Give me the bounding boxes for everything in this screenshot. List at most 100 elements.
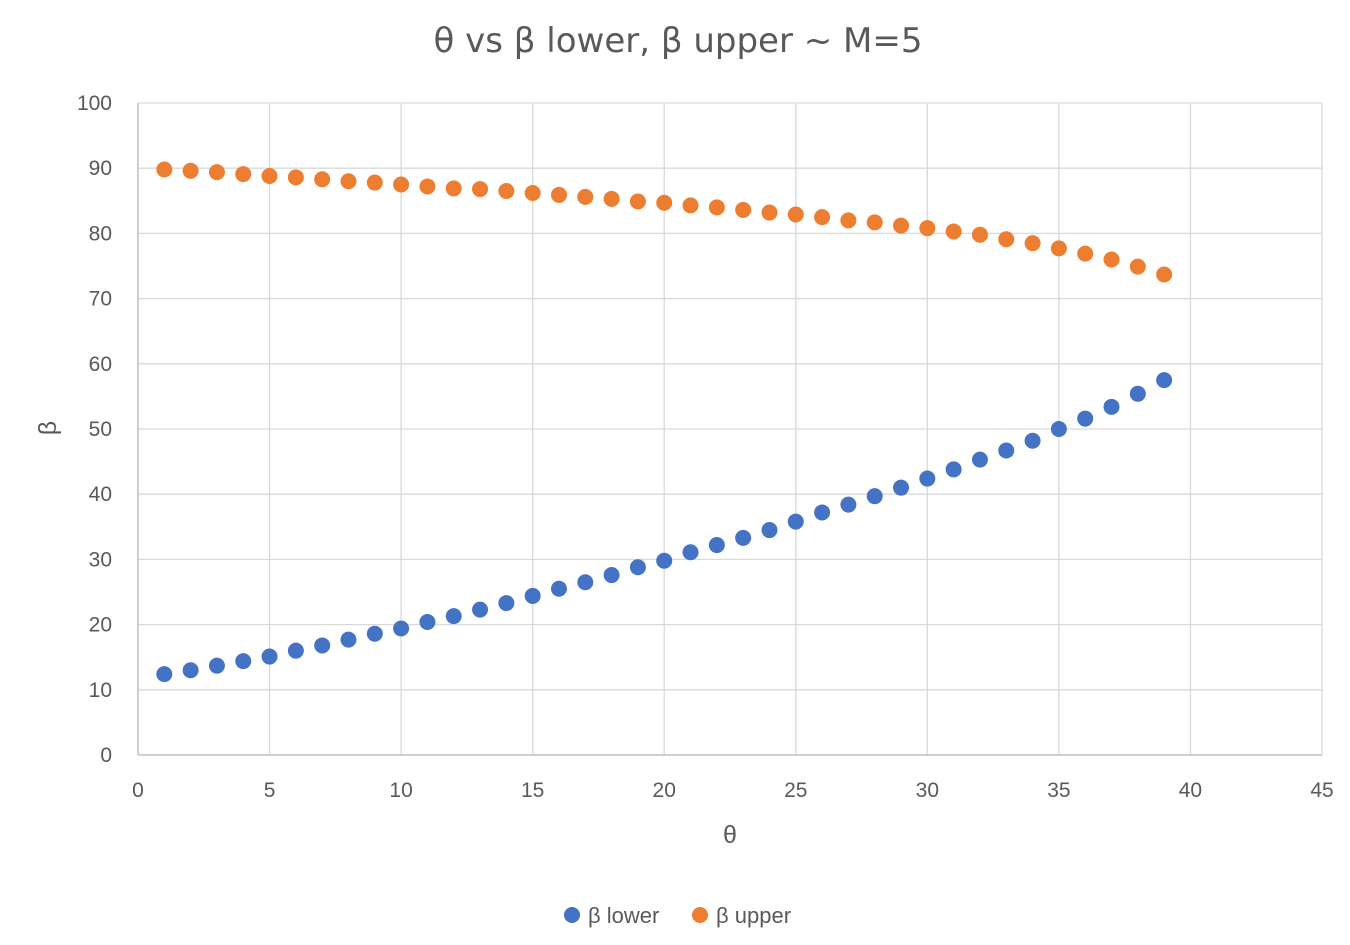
data-point (840, 212, 857, 229)
data-point (893, 479, 910, 496)
x-tick-label: 25 (784, 779, 807, 802)
legend-marker (564, 907, 580, 923)
data-point (971, 451, 988, 468)
data-point (419, 178, 436, 195)
axes (137, 103, 1322, 756)
data-point (182, 662, 199, 679)
data-point (1050, 240, 1067, 257)
data-point (629, 559, 646, 576)
data-point (498, 183, 515, 200)
y-tick-label: 90 (89, 157, 112, 180)
data-point (419, 613, 436, 630)
data-point (945, 223, 962, 240)
data-point (919, 220, 936, 237)
data-point (550, 186, 567, 203)
data-point (182, 162, 199, 179)
tick-labels: 0 10 20 30 40 50 60 70 80 90 100 0 5 10 15 20 25 30 35 40 45 (77, 92, 1334, 802)
x-tick-label: 20 (653, 779, 676, 802)
data-point (524, 587, 541, 604)
data-point (1050, 421, 1067, 437)
data-point (603, 190, 620, 207)
legend-label: β lower (588, 903, 659, 928)
data-point (156, 666, 173, 683)
legend-marker (692, 907, 708, 923)
data-point (998, 442, 1015, 459)
data-point (235, 166, 252, 183)
data-point (893, 217, 910, 234)
data-point (393, 620, 410, 637)
x-tick-label: 30 (916, 779, 939, 802)
data-point (1024, 235, 1041, 252)
y-tick-label: 60 (89, 353, 112, 376)
data-point (498, 595, 515, 612)
data-point (735, 529, 752, 546)
x-tick-label: 40 (1179, 779, 1202, 802)
data-point (682, 544, 699, 561)
data-point (787, 513, 804, 530)
data-point (445, 180, 462, 197)
y-tick-label: 100 (77, 92, 112, 115)
data-point (577, 188, 594, 205)
series-beta-upper (156, 161, 1173, 283)
y-tick-label: 40 (89, 483, 112, 506)
legend-label: β upper (716, 903, 791, 928)
data-point (629, 193, 646, 210)
data-point (340, 631, 357, 648)
data-point (314, 637, 331, 654)
data-point (1129, 258, 1146, 275)
data-point (577, 574, 594, 591)
data-point (761, 204, 778, 221)
y-tick-label: 10 (89, 679, 112, 702)
data-point (919, 470, 936, 487)
data-point (472, 181, 489, 198)
data-point (208, 657, 225, 674)
data-point (1077, 410, 1094, 427)
data-point (1156, 372, 1173, 389)
data-point (524, 184, 541, 201)
data-point (735, 201, 752, 218)
data-point (1103, 251, 1120, 268)
data-point (866, 488, 883, 505)
x-tick-label: 15 (521, 779, 544, 802)
data-point (971, 226, 988, 243)
data-point (998, 231, 1015, 248)
data-point (1024, 432, 1041, 449)
legend: β lower β upper (564, 903, 791, 928)
data-point (787, 206, 804, 223)
data-point (945, 461, 962, 478)
data-point (814, 504, 831, 521)
data-point (366, 174, 383, 191)
data-point (1129, 385, 1146, 402)
x-tick-label: 35 (1047, 779, 1070, 802)
data-point (814, 209, 831, 226)
data-point (656, 194, 673, 211)
data-point (1103, 398, 1120, 415)
y-tick-label: 30 (89, 548, 112, 571)
x-axis-label: θ (723, 821, 737, 849)
x-tick-label: 10 (389, 779, 412, 802)
grid-lines (138, 102, 1323, 755)
data-point (708, 537, 725, 554)
data-point (156, 161, 173, 178)
data-point (1077, 245, 1094, 262)
data-point (603, 567, 620, 584)
data-point (656, 552, 673, 569)
data-point (682, 197, 699, 214)
data-point (393, 176, 410, 193)
series-beta-lower (156, 372, 1173, 683)
data-point (1156, 266, 1173, 283)
data-point (445, 608, 462, 625)
data-point (550, 580, 567, 597)
data-point (287, 642, 304, 659)
y-tick-label: 80 (89, 222, 112, 245)
data-point (314, 171, 331, 188)
data-point (235, 653, 252, 670)
data-point (866, 214, 883, 231)
data-point (761, 522, 778, 539)
data-point (366, 625, 383, 642)
y-tick-label: 70 (89, 288, 112, 311)
x-tick-label: 0 (132, 779, 144, 802)
data-point (472, 601, 489, 618)
